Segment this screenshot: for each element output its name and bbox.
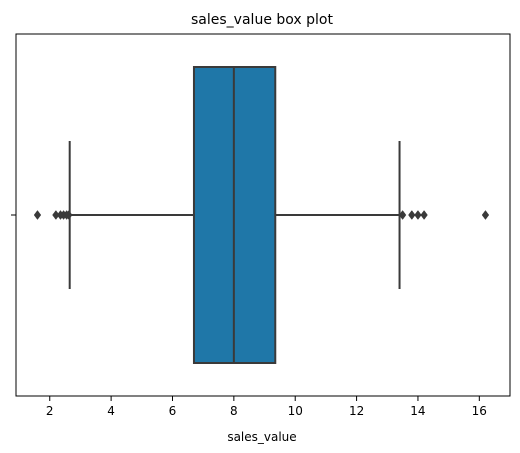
outlier-point	[408, 210, 416, 220]
outlier-point	[65, 210, 73, 220]
outlier-point	[33, 210, 42, 220]
x-tick-label: 16	[472, 404, 487, 418]
chart-title: sales_value box plot	[191, 12, 333, 28]
outlier-point	[414, 210, 422, 220]
x-axis-ticks: 2 4 6 8 10 12 14 16	[46, 396, 487, 418]
x-tick-label: 2	[46, 404, 54, 418]
x-tick-label: 8	[230, 404, 238, 418]
x-tick-label: 12	[349, 404, 364, 418]
x-tick-label: 10	[288, 404, 303, 418]
x-tick-label: 14	[410, 404, 425, 418]
x-tick-label: 6	[169, 404, 177, 418]
x-tick-label: 4	[107, 404, 115, 418]
box-marks	[33, 66, 490, 364]
x-axis-label: sales_value	[227, 430, 296, 444]
outlier-point	[398, 210, 407, 220]
outlier-point	[420, 210, 428, 220]
outlier-point	[481, 210, 490, 220]
